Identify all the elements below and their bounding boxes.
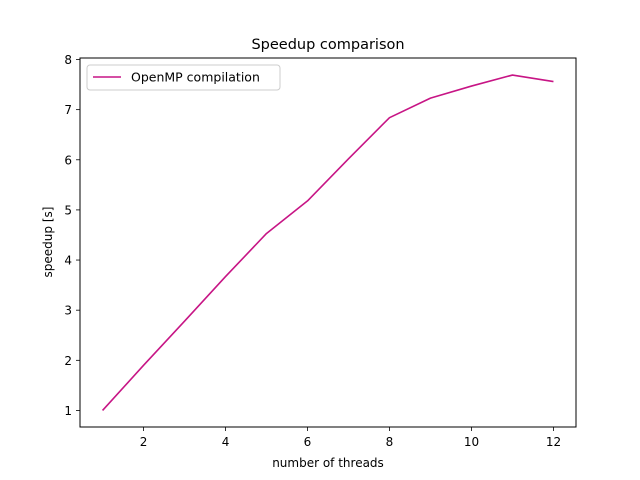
series-layer — [101, 74, 554, 411]
legend-label-openmp: OpenMP compilation — [131, 70, 260, 85]
y-tick-label: 4 — [64, 254, 72, 268]
y-tick-label: 3 — [64, 304, 72, 318]
x-tick-label: 10 — [464, 435, 479, 449]
y-tick-label: 2 — [64, 354, 72, 368]
y-tick-label: 6 — [64, 153, 72, 167]
series-line-openmp — [101, 74, 554, 411]
plot-area — [79, 57, 577, 428]
y-axis-label: speedup [s] — [41, 207, 55, 278]
legend: OpenMP compilation — [86, 64, 281, 91]
y-tick-label: 1 — [64, 404, 72, 418]
y-tick-label: 8 — [64, 53, 72, 67]
chart-title: Speedup comparison — [251, 37, 404, 53]
x-tick-label: 8 — [386, 435, 394, 449]
x-axis-label: number of threads — [272, 456, 384, 470]
y-axis-ticks: 1 2 3 4 5 6 7 8 — [64, 53, 80, 418]
x-tick-label: 4 — [222, 435, 230, 449]
x-tick-label: 12 — [546, 435, 561, 449]
y-tick-label: 7 — [64, 103, 72, 117]
legend-box — [86, 64, 281, 91]
x-tick-label: 6 — [304, 435, 312, 449]
x-axis-ticks: 2 4 6 8 10 12 — [140, 427, 561, 449]
y-tick-label: 5 — [64, 203, 72, 217]
x-tick-label: 2 — [140, 435, 148, 449]
